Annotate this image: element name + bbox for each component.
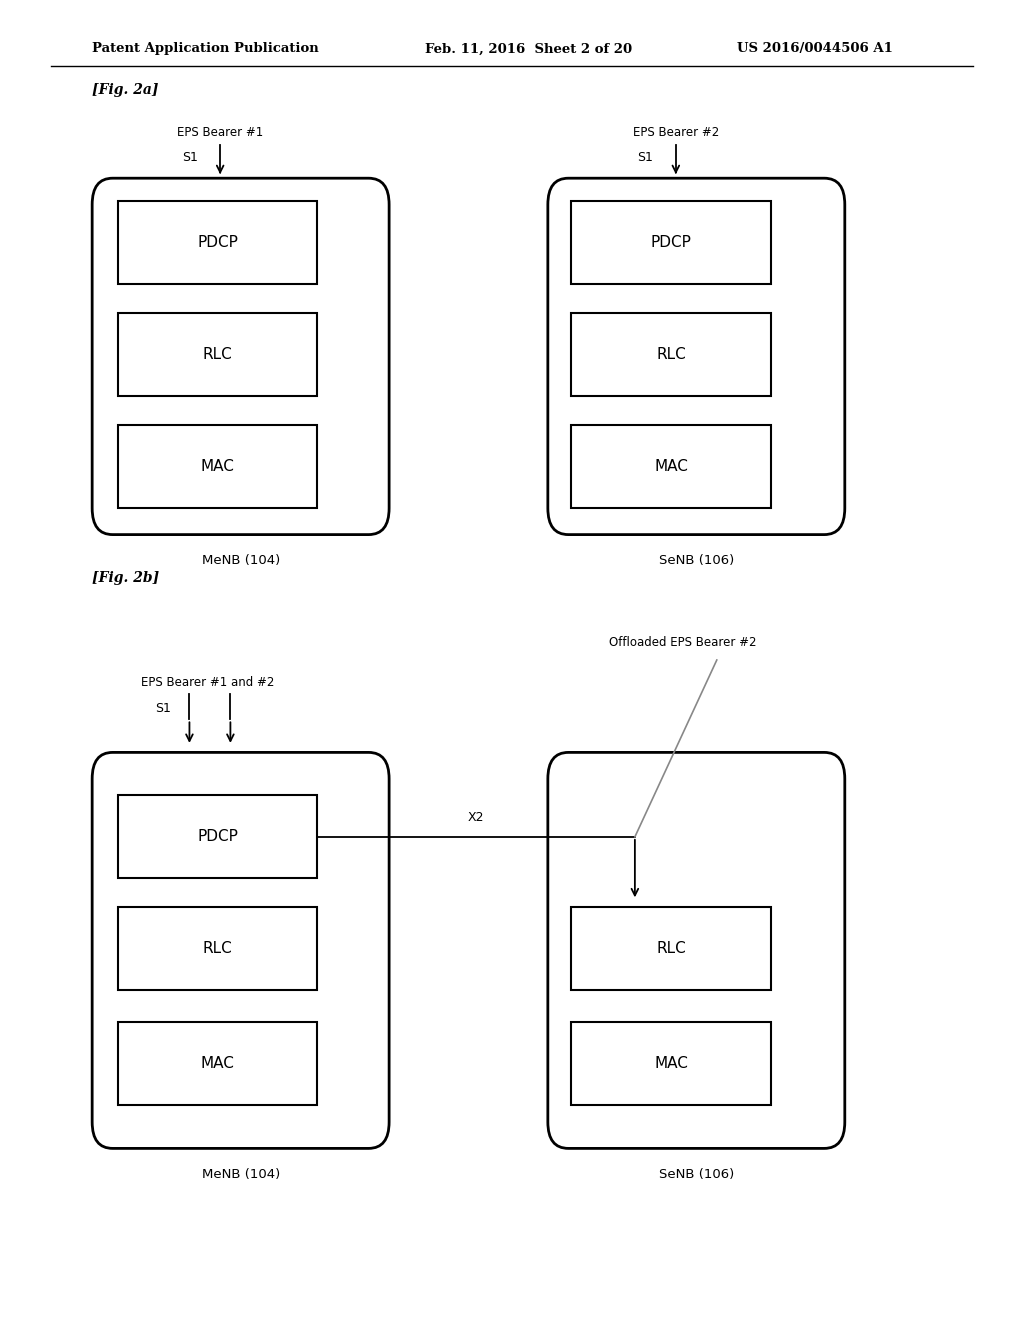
Bar (571, 313, 771, 396)
Text: MAC: MAC (201, 459, 234, 474)
Bar (118, 425, 317, 508)
Text: MAC: MAC (654, 1056, 688, 1071)
Text: EPS Bearer #1 and #2: EPS Bearer #1 and #2 (141, 676, 274, 689)
FancyBboxPatch shape (548, 752, 845, 1148)
Bar (571, 425, 771, 508)
Bar (118, 907, 317, 990)
Bar (571, 907, 771, 990)
Text: S1: S1 (181, 150, 198, 164)
Bar (571, 201, 771, 284)
Text: S1: S1 (155, 702, 171, 715)
Text: Feb. 11, 2016  Sheet 2 of 20: Feb. 11, 2016 Sheet 2 of 20 (425, 42, 632, 55)
Text: RLC: RLC (203, 347, 232, 362)
Text: [Fig. 2b]: [Fig. 2b] (92, 572, 160, 585)
Text: RLC: RLC (203, 941, 232, 956)
Text: MeNB (104): MeNB (104) (202, 554, 280, 568)
Text: PDCP: PDCP (198, 829, 238, 843)
Text: EPS Bearer #2: EPS Bearer #2 (633, 125, 719, 139)
Bar (118, 201, 317, 284)
Text: S1: S1 (637, 150, 653, 164)
Text: SeNB (106): SeNB (106) (658, 1168, 734, 1181)
Text: Patent Application Publication: Patent Application Publication (92, 42, 318, 55)
Text: SeNB (106): SeNB (106) (658, 554, 734, 568)
FancyBboxPatch shape (92, 178, 389, 535)
Text: PDCP: PDCP (651, 235, 691, 249)
Bar (571, 1022, 771, 1105)
Text: Offloaded EPS Bearer #2: Offloaded EPS Bearer #2 (609, 636, 757, 649)
Text: EPS Bearer #1: EPS Bearer #1 (177, 125, 263, 139)
Text: MAC: MAC (654, 459, 688, 474)
Text: MeNB (104): MeNB (104) (202, 1168, 280, 1181)
Text: RLC: RLC (656, 347, 686, 362)
Text: [Fig. 2a]: [Fig. 2a] (92, 83, 159, 96)
Text: X2: X2 (468, 810, 484, 824)
Text: PDCP: PDCP (198, 235, 238, 249)
Bar (118, 795, 317, 878)
Bar (118, 1022, 317, 1105)
FancyBboxPatch shape (92, 752, 389, 1148)
Text: RLC: RLC (656, 941, 686, 956)
Bar (118, 313, 317, 396)
Text: MAC: MAC (201, 1056, 234, 1071)
FancyBboxPatch shape (548, 178, 845, 535)
Text: US 2016/0044506 A1: US 2016/0044506 A1 (737, 42, 893, 55)
